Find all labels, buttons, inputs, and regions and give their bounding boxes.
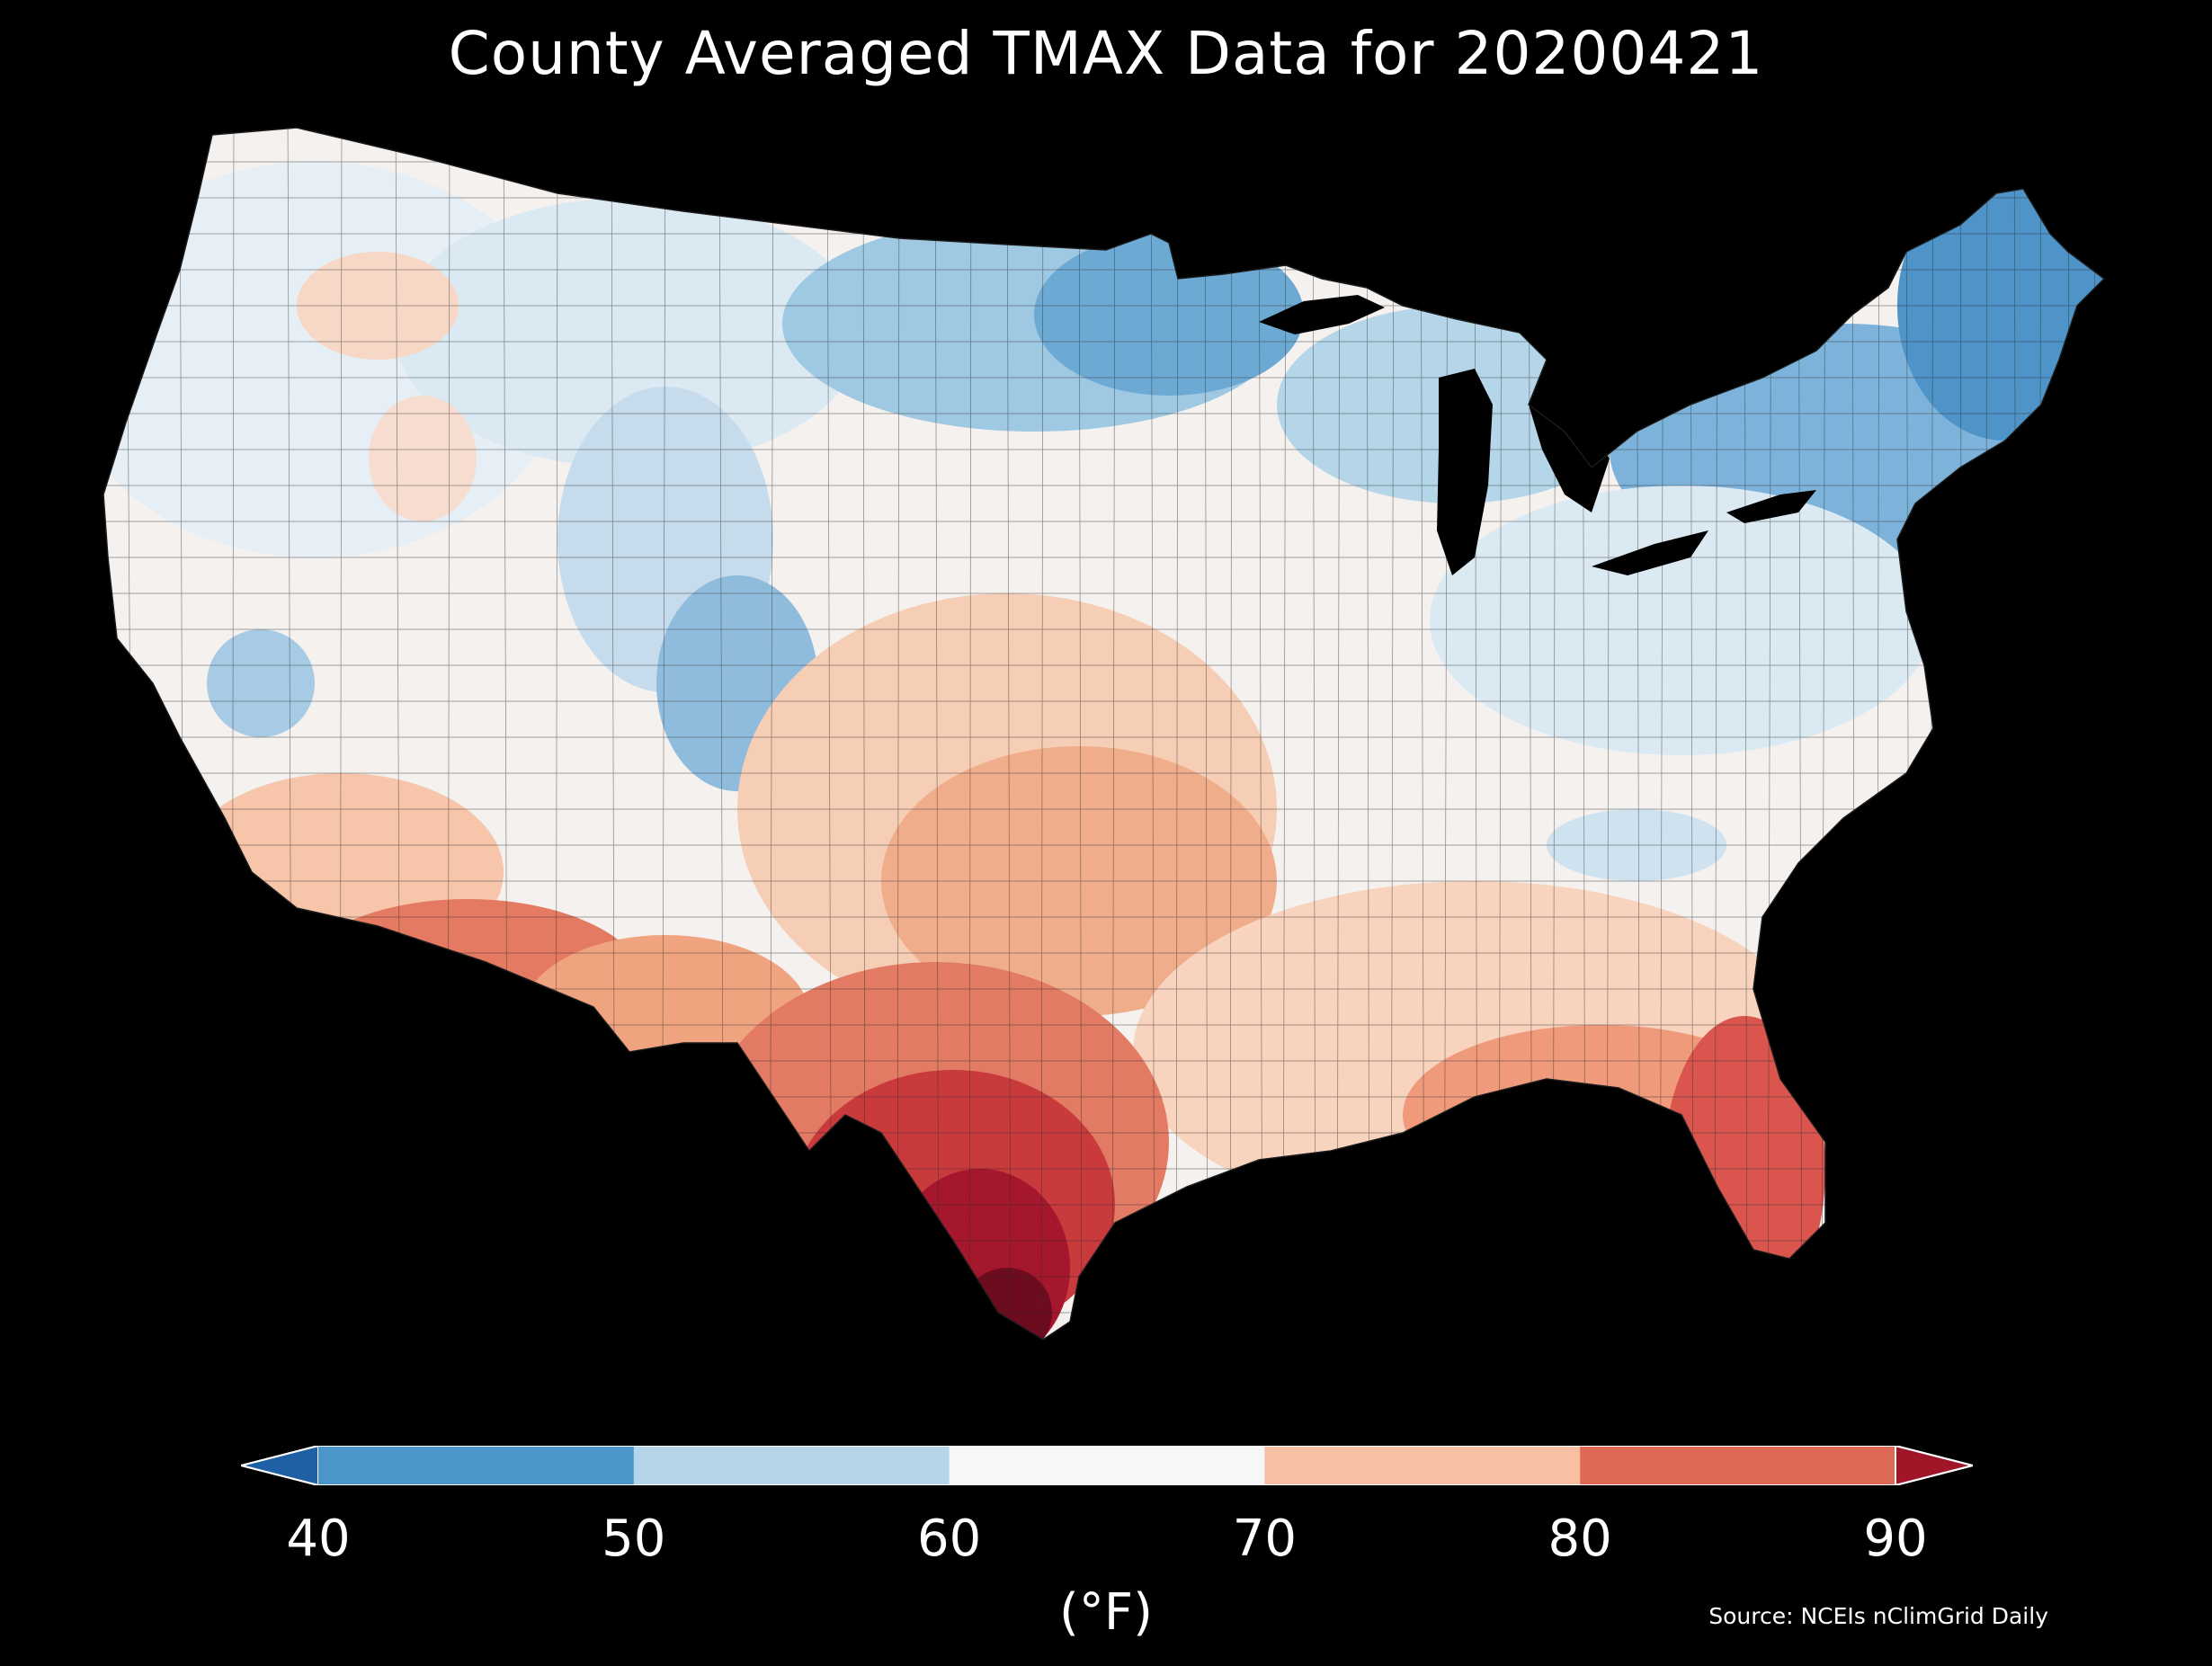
colorbar-bin [1580, 1446, 1896, 1485]
colorbar-extend-high [1895, 1446, 1973, 1485]
colorbar-svg [241, 1446, 1973, 1485]
great-lakes [1259, 295, 1816, 575]
map-title: County Averaged TMAX Data for 20200421 [448, 19, 1764, 88]
us-outline [103, 127, 2106, 1341]
colorbar-bin [1264, 1446, 1581, 1485]
colorbar-bin [949, 1446, 1265, 1485]
source-credit: Source: NCEIs nClimGrid Daily [1708, 1603, 2048, 1629]
colorbar [241, 1446, 1973, 1485]
colorbar-tick-label: 80 [1548, 1510, 1612, 1568]
us-map-svg [103, 127, 2106, 1341]
colorbar-bin [633, 1446, 950, 1485]
colorbar-unit-label: (°F) [1059, 1583, 1153, 1642]
colorbar-tick-label: 90 [1863, 1510, 1928, 1568]
colorbar-extend-low [241, 1446, 319, 1485]
county-choropleth-map [0, 108, 2212, 1385]
colorbar-tick-label: 60 [916, 1510, 982, 1568]
colorbar-tick-label: 50 [602, 1510, 666, 1568]
temperature-regions [103, 128, 2104, 1340]
colorbar-tick-label: 40 [286, 1510, 351, 1568]
colorbar-bin [318, 1446, 635, 1485]
colorbar-tick-label: 70 [1232, 1510, 1298, 1568]
